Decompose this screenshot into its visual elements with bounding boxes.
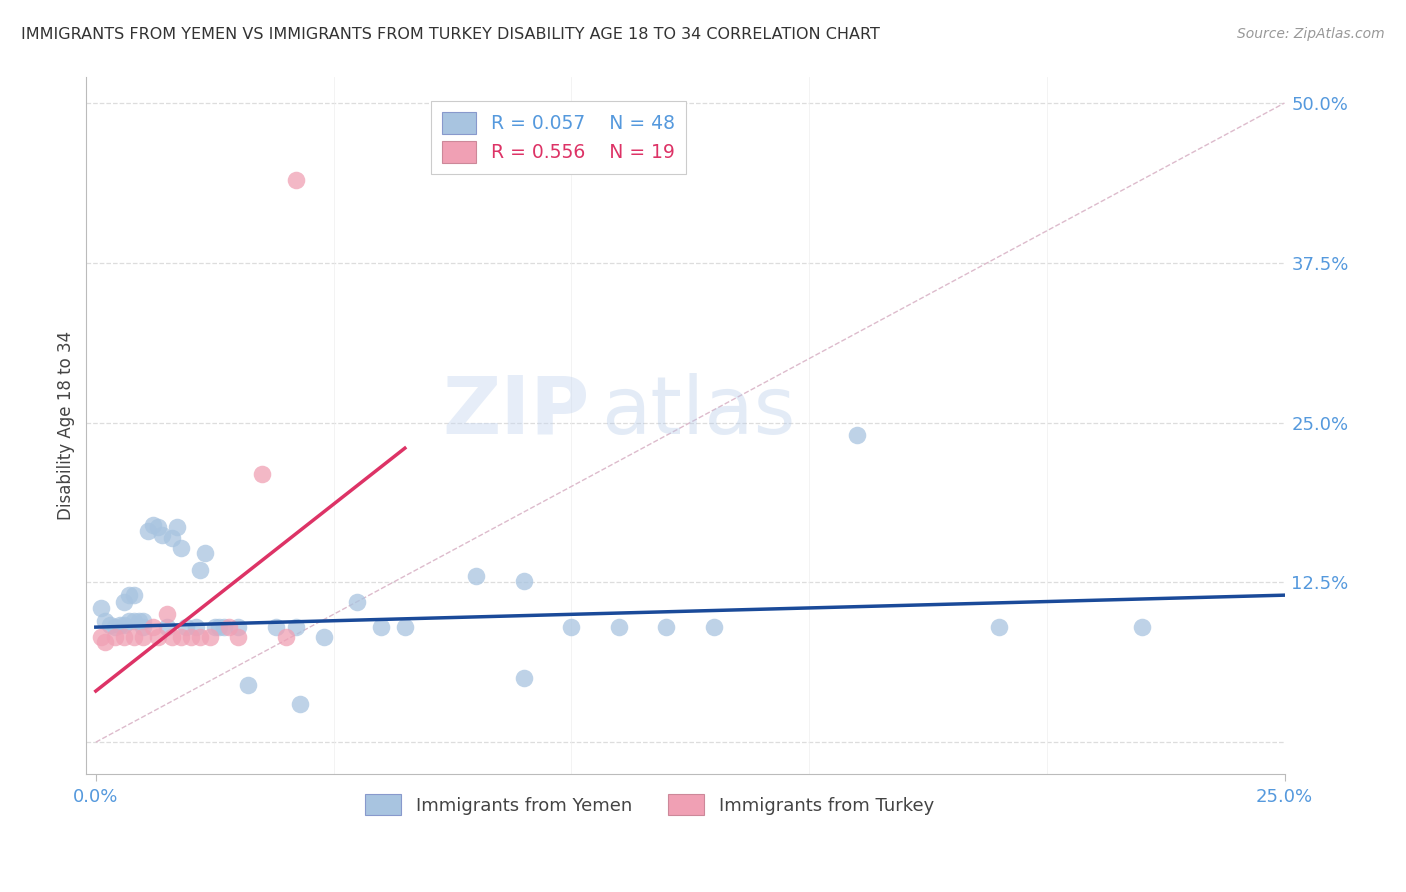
Point [1130, 620, 1153, 634]
Point [370, 620, 392, 634]
Point [122, 614, 145, 628]
Point [236, 678, 259, 692]
Point [274, 631, 297, 645]
Point [98, 617, 121, 632]
Point [132, 631, 155, 645]
Point [228, 631, 250, 645]
Point [108, 617, 131, 632]
Point [90, 601, 112, 615]
Point [250, 467, 273, 481]
Point [394, 620, 416, 634]
Point [136, 524, 159, 539]
Point [284, 620, 307, 634]
Point [170, 541, 193, 555]
Point [118, 614, 141, 628]
Point [180, 631, 202, 645]
Point [160, 531, 183, 545]
Point [512, 574, 534, 588]
Point [122, 631, 145, 645]
Point [156, 607, 179, 622]
Point [170, 631, 193, 645]
Point [212, 620, 235, 634]
Point [988, 620, 1011, 634]
Point [204, 620, 226, 634]
Point [174, 620, 197, 634]
Point [150, 528, 173, 542]
Point [312, 631, 335, 645]
Point [284, 172, 307, 186]
Point [560, 620, 582, 634]
Point [166, 520, 188, 534]
Point [104, 631, 127, 645]
Point [94, 614, 117, 628]
Point [208, 620, 231, 634]
Point [703, 620, 725, 634]
Point [228, 620, 250, 634]
Point [104, 620, 127, 634]
Point [607, 620, 630, 634]
Point [146, 631, 169, 645]
Legend: Immigrants from Yemen, Immigrants from Turkey: Immigrants from Yemen, Immigrants from T… [356, 786, 943, 824]
Point [112, 617, 135, 632]
Point [190, 631, 212, 645]
Point [198, 631, 221, 645]
Point [146, 520, 169, 534]
Point [290, 697, 312, 711]
Text: ZIP: ZIP [443, 373, 589, 450]
Point [90, 631, 112, 645]
Text: atlas: atlas [602, 373, 796, 450]
Y-axis label: Disability Age 18 to 34: Disability Age 18 to 34 [58, 331, 75, 520]
Text: IMMIGRANTS FROM YEMEN VS IMMIGRANTS FROM TURKEY DISABILITY AGE 18 TO 34 CORRELAT: IMMIGRANTS FROM YEMEN VS IMMIGRANTS FROM… [21, 27, 880, 42]
Point [156, 620, 179, 634]
Point [94, 635, 117, 649]
Point [845, 428, 868, 442]
Point [266, 620, 288, 634]
Point [112, 631, 135, 645]
Point [218, 620, 240, 634]
Point [122, 588, 145, 602]
Text: Source: ZipAtlas.com: Source: ZipAtlas.com [1237, 27, 1385, 41]
Point [465, 569, 488, 583]
Point [184, 620, 207, 634]
Point [160, 631, 183, 645]
Point [118, 588, 141, 602]
Point [132, 620, 155, 634]
Point [346, 594, 368, 608]
Point [190, 563, 212, 577]
Point [112, 594, 135, 608]
Point [512, 671, 534, 685]
Point [128, 614, 150, 628]
Point [142, 620, 165, 634]
Point [132, 614, 155, 628]
Point [142, 517, 165, 532]
Point [655, 620, 678, 634]
Point [194, 546, 217, 560]
